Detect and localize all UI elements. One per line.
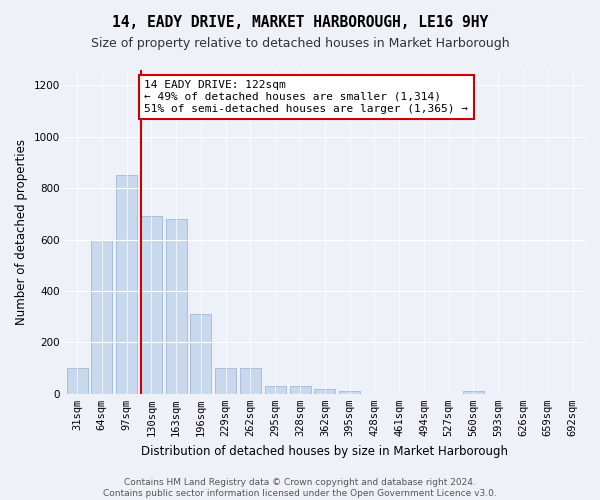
Text: Contains HM Land Registry data © Crown copyright and database right 2024.
Contai: Contains HM Land Registry data © Crown c… — [103, 478, 497, 498]
Bar — [91, 240, 112, 394]
Bar — [166, 219, 187, 394]
Bar — [240, 368, 261, 394]
Bar — [116, 176, 137, 394]
Bar — [215, 368, 236, 394]
Bar — [463, 391, 484, 394]
Bar — [67, 368, 88, 394]
Bar — [265, 386, 286, 394]
X-axis label: Distribution of detached houses by size in Market Harborough: Distribution of detached houses by size … — [142, 444, 508, 458]
Text: 14 EADY DRIVE: 122sqm
← 49% of detached houses are smaller (1,314)
51% of semi-d: 14 EADY DRIVE: 122sqm ← 49% of detached … — [145, 80, 469, 114]
Text: 14, EADY DRIVE, MARKET HARBOROUGH, LE16 9HY: 14, EADY DRIVE, MARKET HARBOROUGH, LE16 … — [112, 15, 488, 30]
Bar — [290, 386, 311, 394]
Text: Size of property relative to detached houses in Market Harborough: Size of property relative to detached ho… — [91, 38, 509, 51]
Bar — [141, 216, 162, 394]
Bar — [190, 314, 211, 394]
Bar — [339, 391, 360, 394]
Bar — [314, 388, 335, 394]
Y-axis label: Number of detached properties: Number of detached properties — [15, 139, 28, 325]
